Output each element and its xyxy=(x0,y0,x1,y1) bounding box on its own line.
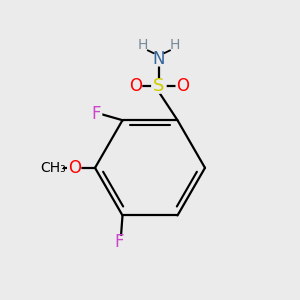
Circle shape xyxy=(90,108,102,120)
Text: N: N xyxy=(153,50,165,68)
Text: S: S xyxy=(153,77,165,95)
Text: O: O xyxy=(176,77,189,95)
Circle shape xyxy=(129,80,142,93)
Text: H: H xyxy=(170,38,181,52)
Circle shape xyxy=(44,159,62,177)
Circle shape xyxy=(176,80,189,93)
Text: F: F xyxy=(115,233,124,251)
Circle shape xyxy=(68,161,81,174)
Text: O: O xyxy=(68,159,81,177)
Circle shape xyxy=(152,79,166,93)
Text: O: O xyxy=(129,77,142,95)
Circle shape xyxy=(114,236,125,248)
Circle shape xyxy=(137,40,148,50)
Text: H: H xyxy=(137,38,148,52)
Text: CH₃: CH₃ xyxy=(40,161,66,175)
Text: F: F xyxy=(91,105,100,123)
Circle shape xyxy=(170,40,181,50)
Circle shape xyxy=(152,53,166,66)
